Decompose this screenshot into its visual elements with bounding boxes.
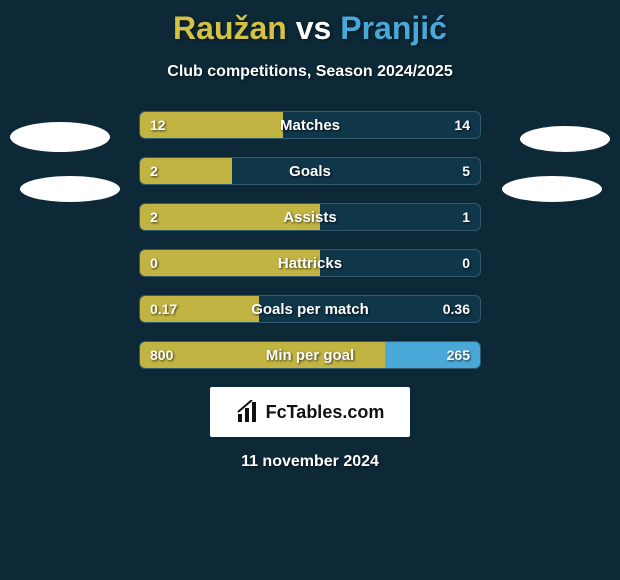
player1-name: Raužan	[173, 10, 287, 46]
date-label: 11 november 2024	[0, 453, 620, 471]
player1-bar-fill	[140, 250, 320, 276]
vs-label: vs	[296, 10, 332, 46]
stat-row: 1214Matches	[139, 111, 481, 139]
player1-bar-fill	[140, 112, 283, 138]
stat-row: 25Goals	[139, 157, 481, 185]
comparison-bars: 1214Matches 25Goals 21Assists 00Hattricks 0.…	[139, 111, 481, 369]
decorative-ellipse	[520, 126, 610, 152]
player1-bar-fill	[140, 204, 320, 230]
player2-value: 0	[452, 250, 480, 276]
player2-value: 1	[452, 204, 480, 230]
player2-value: 0.36	[433, 296, 480, 322]
player2-value: 5	[452, 158, 480, 184]
stat-row: 21Assists	[139, 203, 481, 231]
player1-bar-fill	[140, 342, 385, 368]
decorative-ellipse	[502, 176, 602, 202]
stat-row: 00Hattricks	[139, 249, 481, 277]
player1-bar-fill	[140, 296, 259, 322]
stat-row: 800265Min per goal	[139, 341, 481, 369]
fctables-logo: FcTables.com	[210, 387, 410, 437]
subtitle: Club competitions, Season 2024/2025	[0, 63, 620, 81]
player2-name: Pranjić	[340, 10, 447, 46]
chart-icon	[236, 400, 260, 424]
player1-bar-fill	[140, 158, 232, 184]
player2-value: 14	[444, 112, 480, 138]
stat-row: 0.170.36Goals per match	[139, 295, 481, 323]
decorative-ellipse	[20, 176, 120, 202]
player2-bar-fill	[385, 342, 480, 368]
comparison-title: Raužan vs Pranjić	[0, 0, 620, 47]
decorative-ellipse	[10, 122, 110, 152]
logo-text: FcTables.com	[266, 402, 385, 423]
